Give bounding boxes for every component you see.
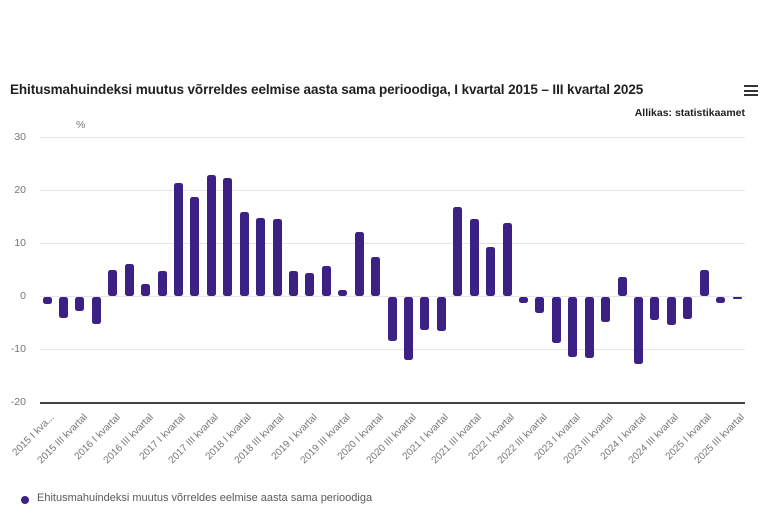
bar[interactable] xyxy=(716,297,726,304)
gridline xyxy=(40,243,745,244)
bar[interactable] xyxy=(206,175,216,296)
bar[interactable] xyxy=(568,297,578,357)
bar[interactable] xyxy=(469,218,479,296)
bar[interactable] xyxy=(732,297,742,300)
bar[interactable] xyxy=(634,297,643,365)
legend-label: Ehitusmahuindeksi muutus võrreldes eelmi… xyxy=(37,492,373,504)
bar[interactable] xyxy=(124,263,134,296)
page-title: Ehitusmahuindeksi muutus võrreldes eelmi… xyxy=(10,82,644,97)
bar[interactable] xyxy=(190,196,200,296)
gridline xyxy=(40,349,745,350)
gridline xyxy=(40,190,745,191)
bar[interactable] xyxy=(173,182,183,296)
bar[interactable] xyxy=(486,246,496,296)
y-tick-label: -20 xyxy=(10,396,26,408)
hamburger-menu-icon[interactable] xyxy=(744,85,758,97)
bar[interactable] xyxy=(420,297,430,330)
bar[interactable] xyxy=(436,297,446,332)
bar[interactable] xyxy=(699,269,709,296)
bar[interactable] xyxy=(305,272,315,296)
bar[interactable] xyxy=(42,297,52,305)
bar[interactable] xyxy=(617,276,627,296)
bar[interactable] xyxy=(404,297,413,360)
bar[interactable] xyxy=(256,217,266,296)
bar[interactable] xyxy=(683,297,693,320)
bar[interactable] xyxy=(58,297,68,319)
bar[interactable] xyxy=(584,297,594,358)
bar[interactable] xyxy=(75,297,85,311)
bar[interactable] xyxy=(338,289,348,296)
bar[interactable] xyxy=(141,284,151,296)
y-axis-unit: % xyxy=(76,119,86,131)
bar[interactable] xyxy=(371,256,381,296)
x-axis-line xyxy=(40,402,745,404)
bar[interactable] xyxy=(157,271,167,296)
source-label: Allikas: statistikaamet xyxy=(634,107,745,119)
bar-chart: % 30 20 10 0 -10 -20 2015 I kva... 2015 III kva… xyxy=(10,119,746,466)
bar[interactable] xyxy=(502,222,512,296)
bar[interactable] xyxy=(666,297,676,325)
y-tick-label: 0 xyxy=(20,290,26,302)
bar[interactable] xyxy=(239,211,249,296)
y-tick-label: -10 xyxy=(10,343,26,355)
bar[interactable] xyxy=(272,218,282,296)
bar[interactable] xyxy=(601,297,611,323)
y-tick-label: 20 xyxy=(14,184,26,196)
gridline xyxy=(40,137,745,138)
bar[interactable] xyxy=(108,269,118,296)
bar[interactable] xyxy=(321,266,331,296)
bar[interactable] xyxy=(354,232,364,296)
gridline xyxy=(40,296,745,297)
bar[interactable] xyxy=(91,297,101,324)
bar[interactable] xyxy=(288,271,298,296)
bar[interactable] xyxy=(551,297,561,343)
legend-marker-icon xyxy=(21,496,29,504)
bar[interactable] xyxy=(535,297,545,313)
bar[interactable] xyxy=(453,207,463,296)
y-tick-label: 10 xyxy=(14,237,26,249)
bar[interactable] xyxy=(519,297,528,304)
bar[interactable] xyxy=(387,297,397,341)
bar[interactable] xyxy=(650,297,660,321)
y-tick-label: 30 xyxy=(14,131,26,143)
bar[interactable] xyxy=(223,177,233,296)
